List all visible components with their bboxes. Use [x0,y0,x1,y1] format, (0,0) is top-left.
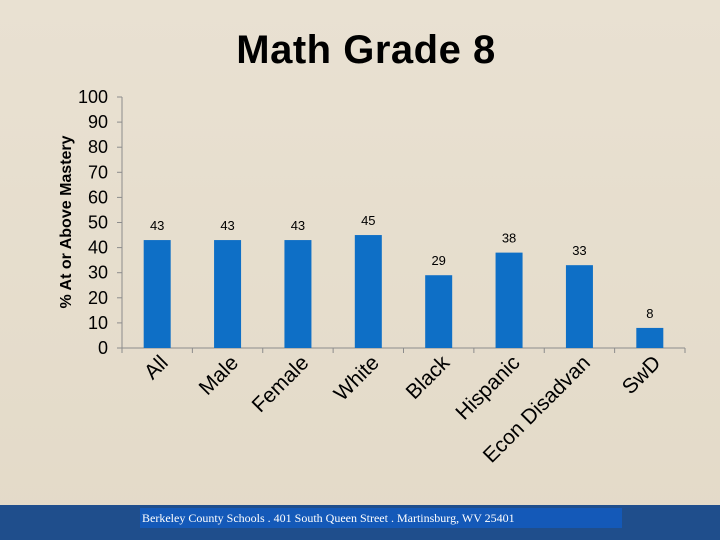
y-tick-label: 20 [88,288,108,308]
bar-chart: % At or Above Mastery 0 10 20 30 40 50 60 70 80 9… [58,87,686,467]
y-tick-label: 50 [88,213,108,233]
bar [354,235,382,348]
bar [214,240,242,348]
y-tick-label: 100 [78,87,108,107]
data-label: 43 [220,218,234,233]
y-tick-label: 10 [88,313,108,333]
chart-axes [117,96,686,353]
bar [636,327,664,348]
y-axis-title: % At or Above Mastery [58,135,75,308]
x-tick-label: Male [195,351,243,399]
bars [143,235,664,348]
slide-title: Math Grade 8 [236,28,496,72]
x-tick-label: Hispanic [451,351,524,424]
data-label: 8 [646,306,653,321]
bar [565,265,593,348]
y-tick-label: 90 [88,112,108,132]
x-tick-label: All [140,351,173,384]
y-tick-label: 40 [88,238,108,258]
x-tick-label: Female [248,351,314,417]
data-label: 29 [431,253,445,268]
x-tick-label: SwD [618,351,666,399]
data-label: 43 [291,218,305,233]
x-tick-label: Black [402,351,455,404]
footer-address: Berkeley County Schools . 401 South Quee… [140,508,622,528]
y-tick-label: 60 [88,187,108,207]
data-label: 38 [502,231,516,246]
bar [284,240,312,348]
data-label: 45 [361,213,375,228]
data-label: 33 [572,243,586,258]
bar [425,275,453,348]
y-tick-label: 0 [98,338,108,358]
y-tick-labels: 0 10 20 30 40 50 60 70 80 90 100 [78,87,108,358]
y-tick-label: 70 [88,162,108,182]
data-labels: 43 43 43 45 29 38 33 8 [150,213,653,321]
bar [495,252,523,348]
y-tick-label: 30 [88,263,108,283]
data-label: 43 [150,218,164,233]
y-axis-title-group: % At or Above Mastery [58,135,75,308]
x-tick-label: White [330,351,384,405]
bar [143,240,171,348]
y-tick-label: 80 [88,137,108,157]
